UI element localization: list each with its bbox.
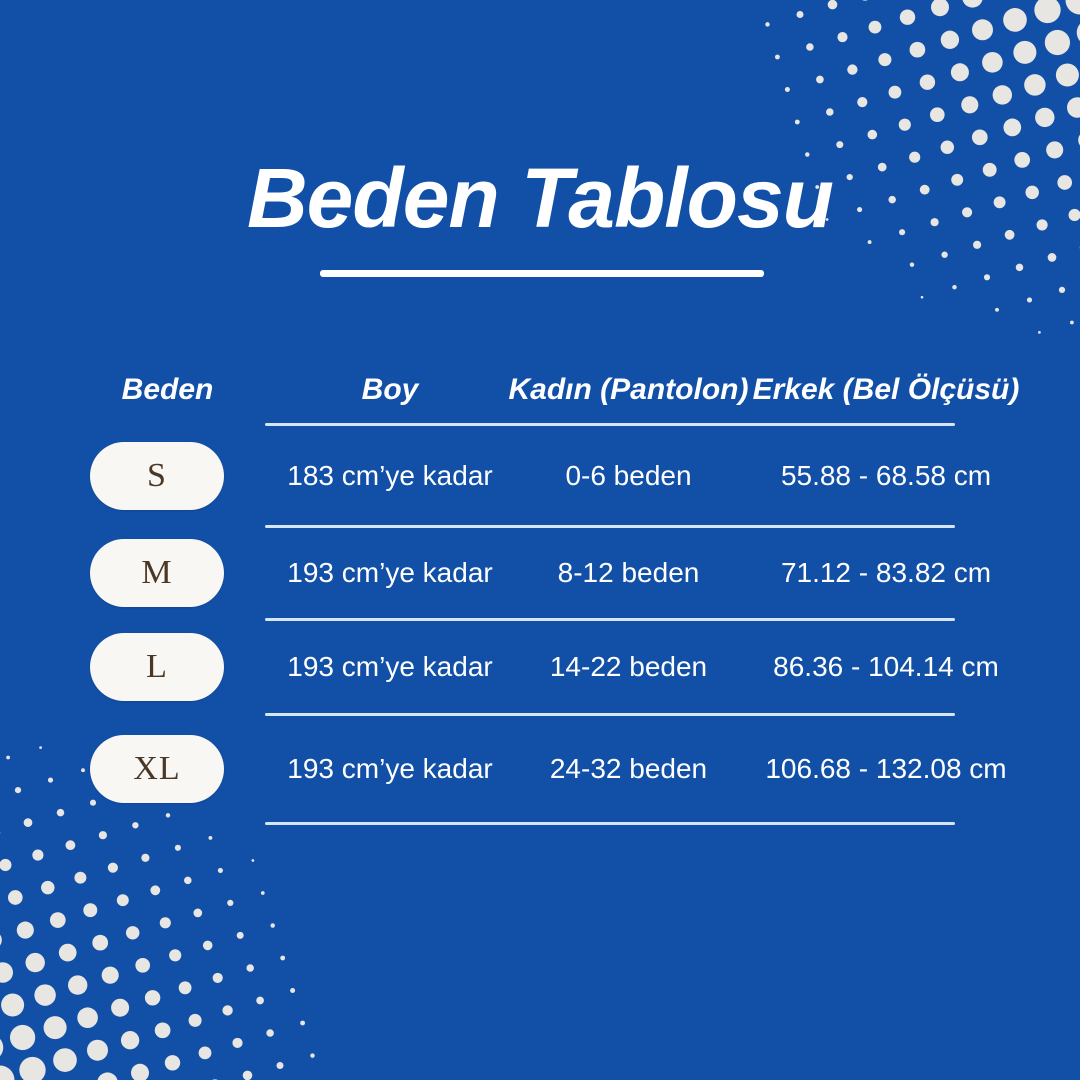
erkek-value: 55.88 - 68.58 cm [780, 459, 992, 491]
table-row: L 193 cm’ye kadar 14-22 beden 86.36 - 10… [60, 621, 1020, 713]
size-badge: S [90, 441, 224, 510]
header-cell-boy: Boy [361, 372, 419, 406]
kadin-value: 24-32 beden [549, 753, 708, 785]
size-badge-label: M [141, 554, 173, 591]
header-cell-beden: Beden [121, 372, 214, 406]
row-divider [265, 822, 955, 825]
kadin-value: 0-6 beden [565, 459, 692, 491]
erkek-value: 86.36 - 104.14 cm [773, 651, 999, 683]
row-divider [265, 525, 955, 528]
size-badge: L [90, 633, 224, 701]
size-badge-label: XL [133, 750, 181, 787]
size-badge-cell: S [60, 441, 275, 510]
kadin-value: 8-12 beden [557, 557, 700, 589]
halftone-bottom-left [0, 746, 315, 1080]
header-cell-erkek: Erkek (Bel Ölçüsü) [752, 372, 1020, 406]
table-row: M 193 cm’ye kadar 8-12 beden 71.12 - 83.… [60, 528, 1020, 618]
size-badge-label: S [147, 456, 167, 494]
boy-value: 193 cm’ye kadar [287, 557, 493, 589]
boy-value: 193 cm’ye kadar [287, 753, 493, 785]
boy-value: 193 cm’ye kadar [287, 651, 493, 683]
title-underline [320, 270, 764, 277]
row-divider [265, 618, 955, 621]
erkek-value: 106.68 - 132.08 cm [765, 753, 1007, 785]
size-badge-cell: M [60, 539, 275, 607]
size-badge-label: L [146, 648, 168, 685]
size-badge: M [90, 539, 224, 607]
size-badge-cell: XL [60, 735, 275, 803]
size-badge: XL [90, 735, 224, 803]
table-header-row: Beden Boy Kadın (Pantolon) Erkek (Bel Öl… [60, 355, 1020, 423]
header-cell-kadin: Kadın (Pantolon) [508, 372, 749, 406]
page-title: Beden Tablosu [247, 151, 834, 245]
table-row: S 183 cm’ye kadar 0-6 beden 55.88 - 68.5… [60, 426, 1020, 525]
size-badge-cell: L [60, 633, 275, 701]
kadin-value: 14-22 beden [549, 651, 708, 683]
row-divider [265, 713, 955, 716]
halftone-top-right [765, 0, 1080, 334]
size-table: Beden Boy Kadın (Pantolon) Erkek (Bel Öl… [60, 355, 1020, 825]
erkek-value: 71.12 - 83.82 cm [780, 557, 992, 589]
table-row: XL 193 cm’ye kadar 24-32 beden 106.68 - … [60, 716, 1020, 822]
header-divider [265, 423, 955, 426]
boy-value: 183 cm’ye kadar [287, 459, 493, 491]
